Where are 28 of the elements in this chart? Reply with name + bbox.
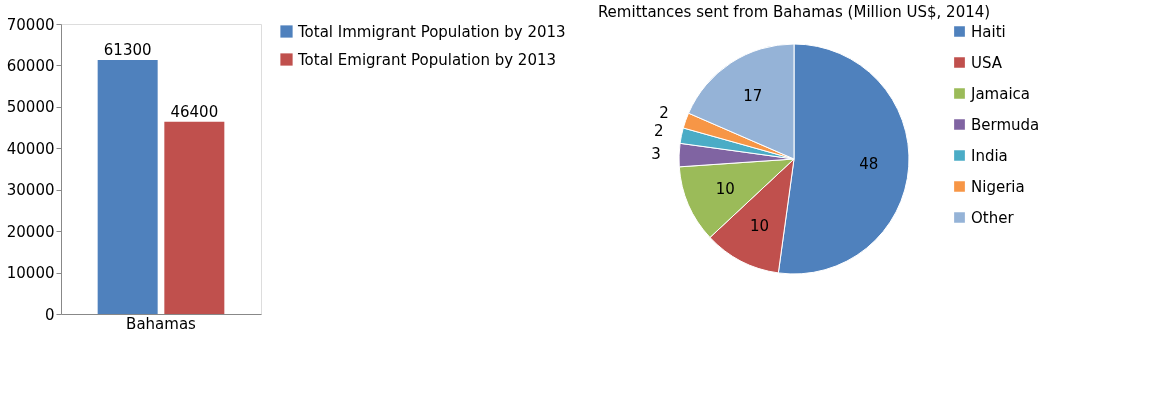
- legend-label: India: [971, 146, 1008, 165]
- y-tick-label: 60000: [6, 56, 55, 75]
- legend-label: Nigeria: [971, 177, 1025, 196]
- y-tick-label: 10000: [6, 264, 55, 283]
- legend-label: USA: [971, 53, 1003, 72]
- y-tick-label: 40000: [6, 139, 55, 158]
- data-label: 10: [715, 179, 735, 198]
- legend-label: Jamaica: [970, 84, 1031, 103]
- legend-label: Other: [971, 208, 1015, 227]
- legend-label: Total Immigrant Population by 2013: [297, 22, 566, 41]
- data-label: 10: [749, 216, 770, 235]
- data-label: 2: [654, 121, 664, 140]
- y-tick-label: 20000: [6, 222, 55, 241]
- data-label: 46400: [170, 102, 219, 121]
- y-tick-label: 30000: [6, 181, 55, 200]
- data-label: 3: [651, 145, 661, 164]
- chart-title: Remittances sent from Bahamas (Million US$, 2014): [597, 3, 991, 21]
- y-tick-label: 0: [44, 305, 55, 324]
- y-tick-label: 70000: [6, 15, 55, 34]
- x-tick-label: Bahamas: [126, 314, 197, 333]
- data-label: 2: [659, 103, 669, 122]
- legend-label: Bermuda: [971, 115, 1040, 134]
- legend-label: Haiti: [971, 22, 1006, 41]
- data-label: 61300: [103, 41, 152, 60]
- legend-label: Total Emigrant Population by 2013: [297, 50, 557, 69]
- data-label: 48: [859, 155, 879, 174]
- data-label: 17: [743, 87, 763, 106]
- y-tick-label: 50000: [6, 98, 55, 117]
